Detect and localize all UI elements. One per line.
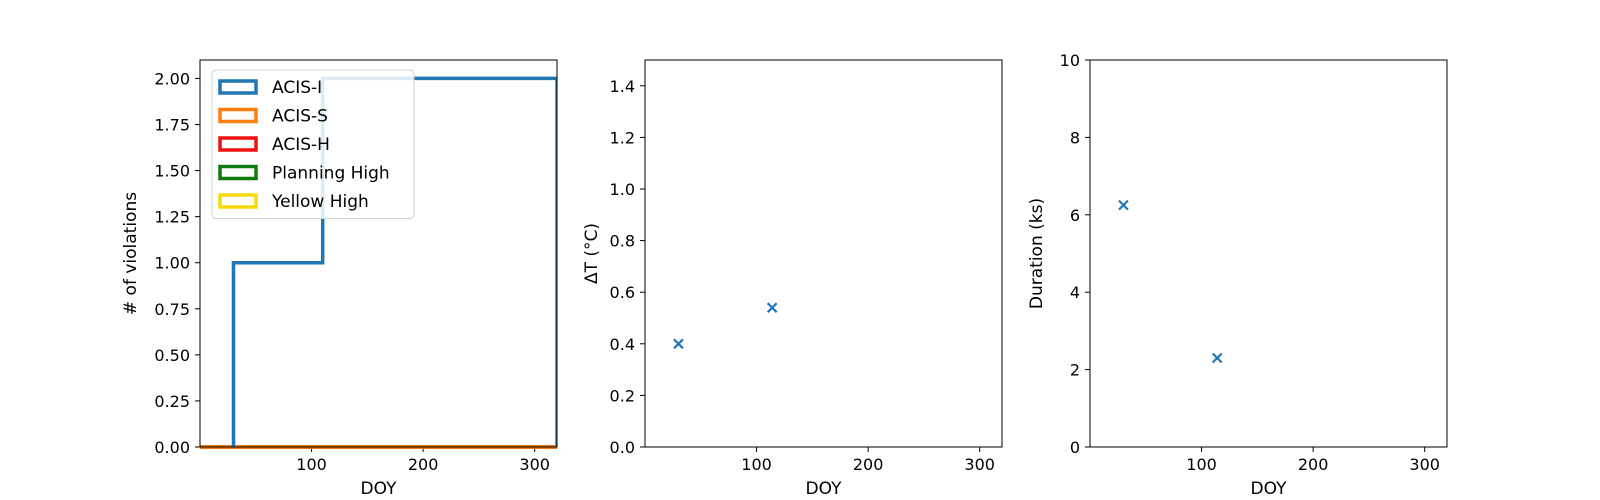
x-axis-label: DOY bbox=[361, 479, 398, 499]
legend-label: Planning High bbox=[272, 164, 390, 184]
data-point-x-marker bbox=[1118, 199, 1129, 211]
x-tick-label: 200 bbox=[853, 455, 884, 474]
y-tick-label: 1.2 bbox=[610, 128, 635, 147]
axes-frame bbox=[199, 59, 558, 448]
data-point-x-marker bbox=[1211, 352, 1223, 364]
y-tick-label: 0.0 bbox=[610, 438, 635, 457]
y-tick-label: 0 bbox=[1070, 438, 1080, 457]
y-tick-label: 6 bbox=[1070, 206, 1080, 225]
x-axis-label: DOY bbox=[1251, 479, 1288, 499]
x-tick-label: 100 bbox=[296, 455, 327, 474]
violations-step-chart: 100 200 300 0.00 0.25 0.50 0.75 1.00 1.25 1.50 1.7… bbox=[121, 59, 558, 499]
y-tick-label: 8 bbox=[1070, 128, 1080, 147]
y-tick-label: 10 bbox=[1060, 51, 1080, 70]
axes-frame bbox=[1089, 59, 1448, 448]
legend-label: ACIS-H bbox=[272, 135, 330, 155]
legend-swatch bbox=[218, 164, 258, 181]
y-tick-label: 0.25 bbox=[154, 392, 190, 411]
scatter-points bbox=[1118, 199, 1223, 364]
y-tick-label: 2.00 bbox=[154, 69, 190, 88]
x-tick-label: 100 bbox=[1186, 455, 1217, 474]
y-tick-label: 0.8 bbox=[610, 232, 635, 251]
legend-box bbox=[211, 69, 415, 219]
y-tick-label: 0.75 bbox=[154, 300, 190, 319]
y-tick-label: 2 bbox=[1070, 361, 1080, 380]
y-tick-label: 1.4 bbox=[610, 77, 635, 96]
x-tick-label: 300 bbox=[1409, 455, 1440, 474]
x-tick-label: 100 bbox=[741, 455, 772, 474]
legend-label: Yellow High bbox=[271, 192, 369, 212]
y-tick-label: 0.50 bbox=[154, 346, 190, 365]
y-axis-label: # of violations bbox=[121, 192, 141, 315]
y-tick-label: 1.50 bbox=[154, 162, 190, 181]
duration-scatter-chart: 100 200 300 0 2 4 6 8 10 DOY Duration (ks) bbox=[1027, 51, 1448, 499]
y-tick-label: 0.6 bbox=[610, 283, 635, 302]
y-tick-label: 1.75 bbox=[154, 116, 190, 135]
marker-stroke bbox=[1211, 352, 1223, 364]
x-tick-label: 200 bbox=[1298, 455, 1329, 474]
y-tick-label: 1.25 bbox=[154, 208, 190, 227]
y-tick-label: 0.00 bbox=[154, 438, 190, 457]
axes-frame bbox=[644, 59, 1003, 448]
marker-stroke bbox=[1118, 199, 1129, 211]
legend-swatch bbox=[218, 136, 258, 152]
y-tick-label: 4 bbox=[1070, 283, 1080, 302]
legend-label: ACIS-I bbox=[272, 78, 322, 98]
delta-t-scatter-chart: 100 200 300 0.0 0.2 0.4 0.6 0.8 1.0 1.2 1.4 DOY ΔT (… bbox=[582, 59, 1003, 499]
x-tick-label: 300 bbox=[519, 455, 550, 474]
x-axis-label: DOY bbox=[806, 479, 843, 499]
y-axis-label: Duration (ks) bbox=[1027, 198, 1047, 309]
y-tick-label: 0.2 bbox=[610, 386, 635, 405]
legend-swatch bbox=[218, 107, 258, 124]
legend-swatch bbox=[218, 79, 258, 95]
data-point-x-marker bbox=[673, 338, 684, 350]
y-tick-label: 0.4 bbox=[610, 335, 635, 354]
marker-stroke bbox=[673, 338, 684, 350]
legend-label: ACIS-S bbox=[272, 107, 328, 127]
data-point-x-marker bbox=[766, 302, 778, 313]
y-axis-label: ΔT (°C) bbox=[582, 223, 602, 284]
scatter-points bbox=[673, 302, 778, 350]
x-tick-label: 200 bbox=[408, 455, 439, 474]
marker-stroke bbox=[766, 302, 778, 313]
x-tick-label: 300 bbox=[964, 455, 995, 474]
y-tick-label: 1.00 bbox=[154, 254, 190, 273]
legend: ACIS-I ACIS-S ACIS-H Planning High Yellow Hi… bbox=[211, 69, 415, 219]
y-tick-label: 1.0 bbox=[610, 180, 635, 199]
legend-swatch bbox=[218, 193, 258, 209]
